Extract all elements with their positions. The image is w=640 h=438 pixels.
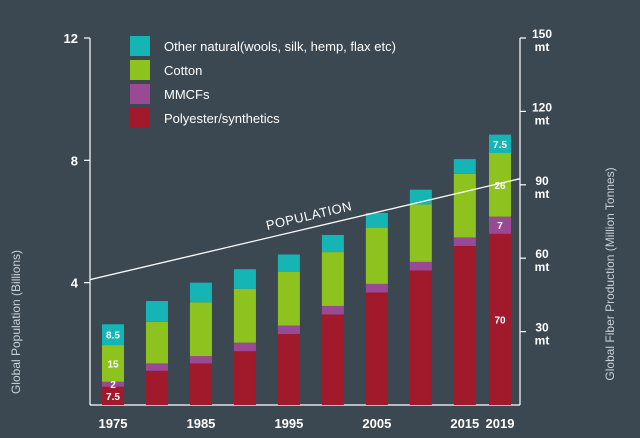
bar-segment: [145, 321, 168, 364]
bar-segment: [233, 351, 256, 405]
bar-segment: [233, 342, 256, 352]
bar-segment: [321, 314, 344, 405]
bar-segment: [102, 386, 124, 405]
bar-segment: [453, 159, 476, 174]
x-tick-label: 2019: [486, 416, 515, 431]
bars: [102, 134, 511, 405]
bar-value-label: 7.5: [106, 392, 120, 403]
legend-entry-label: Polyester/synthetics: [164, 111, 280, 126]
bar-segment: [409, 261, 432, 271]
bar-segment: [277, 334, 300, 405]
bar-segment: [189, 302, 212, 357]
bar-value-label: 15: [107, 359, 119, 370]
bar-segment: [365, 227, 388, 284]
bar-segment: [453, 245, 476, 405]
bar-segment: [102, 324, 124, 346]
bar-stack-2005: [365, 212, 388, 405]
bar-stack-2010: [409, 189, 432, 405]
bar-segment: [189, 282, 212, 303]
bar-segment: [453, 237, 476, 246]
x-tick-label: 1985: [186, 416, 215, 431]
bar-stack-2015: [453, 159, 476, 405]
bar-segment: [189, 363, 212, 405]
bar-segment: [145, 363, 168, 371]
bar-segment: [409, 270, 432, 405]
bar-value-label: 8.5: [106, 331, 120, 342]
bar-stack-2000: [321, 234, 344, 405]
bar-stack-1990: [233, 269, 256, 405]
bar-segment: [189, 356, 212, 364]
x-tick-label: 2005: [362, 416, 391, 431]
left-tick-label: 12: [64, 31, 78, 46]
bar-value-label: 26: [494, 181, 506, 192]
bar-segment: [277, 325, 300, 335]
right-tick-label: 30 mt: [535, 321, 550, 348]
axes: 4 8 12 30 mt 60 mt 90 mt 120 mt 150 mt 1975 1985 1995 20…: [64, 27, 553, 431]
bar-segment: [233, 269, 256, 289]
bar-value-label: 70: [494, 315, 506, 326]
bar-value-label: 7.5: [493, 140, 507, 151]
bar-stack-1995: [277, 254, 300, 405]
bar-segment: [453, 173, 476, 238]
bar-stack-1975: [102, 324, 124, 405]
bar-segment: [277, 271, 300, 326]
legend-entry-label: Other natural(wools, silk, hemp, flax et…: [164, 39, 396, 54]
bar-segment: [365, 212, 388, 228]
left-tick-label: 8: [71, 153, 78, 168]
bar-segment: [321, 252, 344, 306]
legend-swatch: [130, 36, 150, 56]
bar-segment: [145, 370, 168, 405]
legend-swatch: [130, 84, 150, 104]
bar-value-label: 7: [497, 221, 503, 232]
legend-swatch: [130, 60, 150, 80]
bar-segment: [321, 305, 344, 315]
bar-segment: [489, 134, 511, 153]
bar-stack-1980: [145, 301, 168, 405]
bar-value-label: 2: [110, 380, 116, 391]
right-tick-label: 60 mt: [535, 247, 550, 274]
legend: Other natural(wools, silk, hemp, flax et…: [130, 36, 396, 128]
right-tick-label: 150 mt: [532, 27, 552, 54]
bar-segment: [321, 234, 344, 253]
legend-swatch: [130, 108, 150, 128]
bar-segment: [489, 233, 511, 405]
x-tick-label: 1975: [99, 416, 128, 431]
legend-entry-label: MMCFs: [164, 87, 210, 102]
right-axis-title: Global Fiber Production (Million Tonnes): [603, 167, 617, 380]
bar-segment: [365, 283, 388, 293]
bar-segment: [145, 301, 168, 322]
bar-segment: [277, 254, 300, 272]
bar-stack-2019: [489, 134, 511, 405]
legend-entry-label: Cotton: [164, 63, 202, 78]
bar-segment: [365, 292, 388, 405]
bar-segment: [233, 288, 256, 343]
population-line: [89, 178, 521, 281]
x-tick-label: 2015: [450, 416, 479, 431]
bar-segment: [489, 216, 511, 234]
bar-segment: [102, 345, 124, 382]
left-axis-title: Global Population (Billions): [9, 250, 23, 394]
x-tick-label: 1995: [274, 416, 303, 431]
bar-segment: [102, 381, 124, 387]
right-tick-label: 120 mt: [532, 100, 552, 127]
bar-segment: [409, 204, 432, 262]
bar-segment: [489, 152, 511, 217]
bar-stack-1985: [189, 282, 212, 405]
right-tick-label: 90 mt: [535, 174, 550, 201]
left-tick-label: 4: [71, 276, 79, 291]
